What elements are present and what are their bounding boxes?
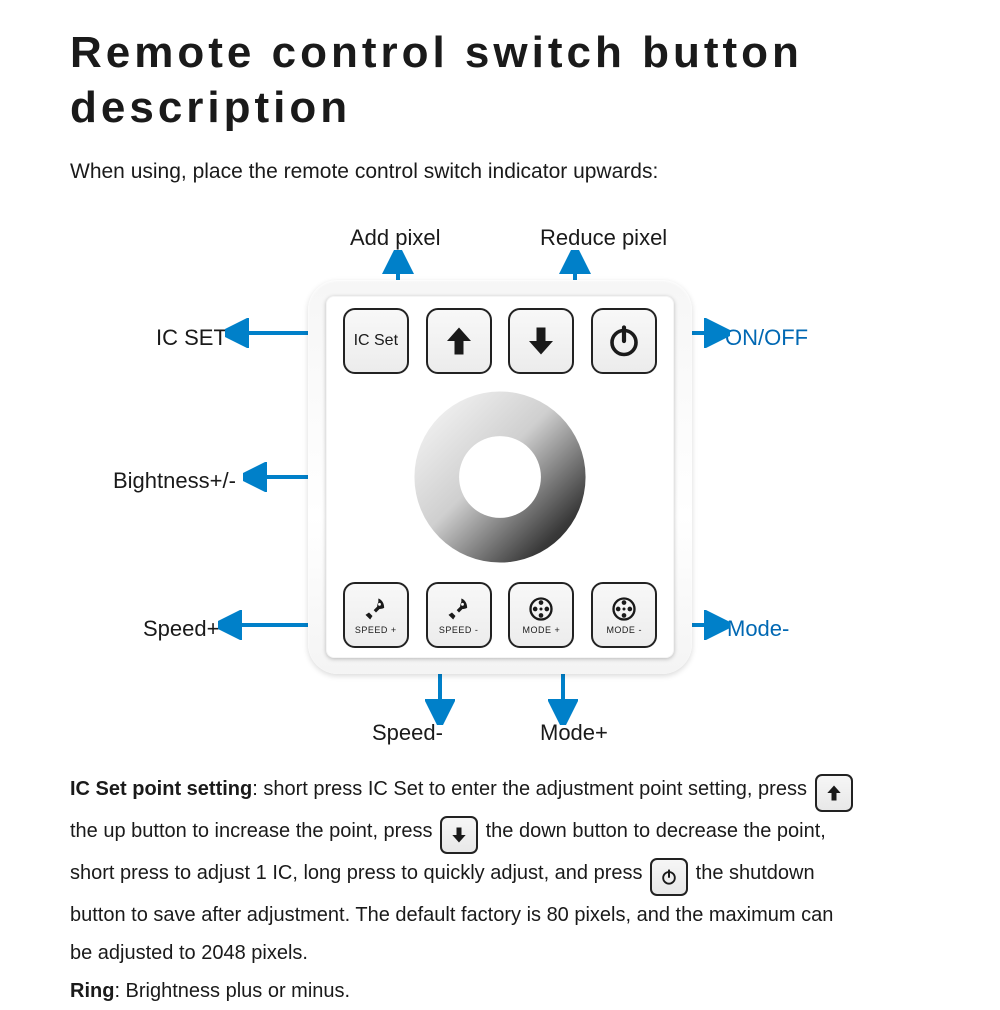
reel-icon bbox=[610, 595, 638, 623]
description-text: IC Set point setting: short press IC Set… bbox=[70, 770, 945, 1010]
subtitle: When using, place the remote control swi… bbox=[70, 160, 658, 184]
arrow-down-button[interactable] bbox=[508, 308, 574, 374]
desc-part: the up button to increase the point, pre… bbox=[70, 820, 438, 842]
desc-part: : Brightness plus or minus. bbox=[114, 980, 350, 1002]
label-add-pixel: Add pixel bbox=[350, 225, 441, 251]
desc-part: short press to adjust 1 IC, long press t… bbox=[70, 862, 648, 884]
inline-up-button bbox=[815, 774, 853, 812]
arrow-up-icon bbox=[441, 323, 477, 359]
arrow-down-icon bbox=[523, 323, 559, 359]
label-speed-plus: Speed+ bbox=[143, 616, 219, 642]
label-mode-minus: Mode- bbox=[727, 616, 789, 642]
inline-power-button bbox=[650, 858, 688, 896]
power-button[interactable] bbox=[591, 308, 657, 374]
arrow-up-icon bbox=[824, 783, 844, 803]
mode-minus-button[interactable]: MODE - bbox=[591, 582, 657, 648]
power-icon bbox=[606, 323, 642, 359]
rocket-icon bbox=[362, 595, 390, 623]
power-icon bbox=[659, 867, 679, 887]
rocket-icon bbox=[445, 595, 473, 623]
speed-minus-button[interactable]: SPEED - bbox=[426, 582, 492, 648]
arrow-down-icon bbox=[449, 825, 469, 845]
brightness-ring[interactable] bbox=[407, 384, 593, 570]
mode-plus-button[interactable]: MODE + bbox=[508, 582, 574, 648]
desc-part: button to save after adjustment. The def… bbox=[70, 904, 833, 926]
mode-minus-label: MODE - bbox=[606, 625, 642, 635]
ic-set-heading: IC Set point setting bbox=[70, 778, 252, 800]
inline-down-button bbox=[440, 816, 478, 854]
label-reduce-pixel: Reduce pixel bbox=[540, 225, 667, 251]
speed-minus-label: SPEED - bbox=[439, 625, 479, 635]
speed-plus-button[interactable]: SPEED + bbox=[343, 582, 409, 648]
desc-part: the down button to decrease the point, bbox=[486, 820, 826, 842]
label-brightness: Bightness+/- bbox=[113, 468, 236, 494]
speed-plus-label: SPEED + bbox=[355, 625, 397, 635]
mode-plus-label: MODE + bbox=[523, 625, 561, 635]
ring-heading: Ring bbox=[70, 980, 114, 1002]
ic-set-button[interactable]: IC Set bbox=[343, 308, 409, 374]
desc-part: : short press IC Set to enter the adjust… bbox=[252, 778, 812, 800]
remote-panel-face: IC Set bbox=[326, 296, 674, 658]
label-on-off: ON/OFF bbox=[725, 325, 808, 351]
desc-part: be adjusted to 2048 pixels. bbox=[70, 942, 308, 964]
page-title: Remote control switch button description bbox=[70, 25, 1000, 135]
remote-panel: IC Set bbox=[308, 280, 692, 674]
ic-set-button-label: IC Set bbox=[354, 332, 398, 350]
label-ic-set: IC SET bbox=[156, 325, 227, 351]
arrow-up-button[interactable] bbox=[426, 308, 492, 374]
reel-icon bbox=[527, 595, 555, 623]
desc-part: the shutdown bbox=[696, 862, 815, 884]
